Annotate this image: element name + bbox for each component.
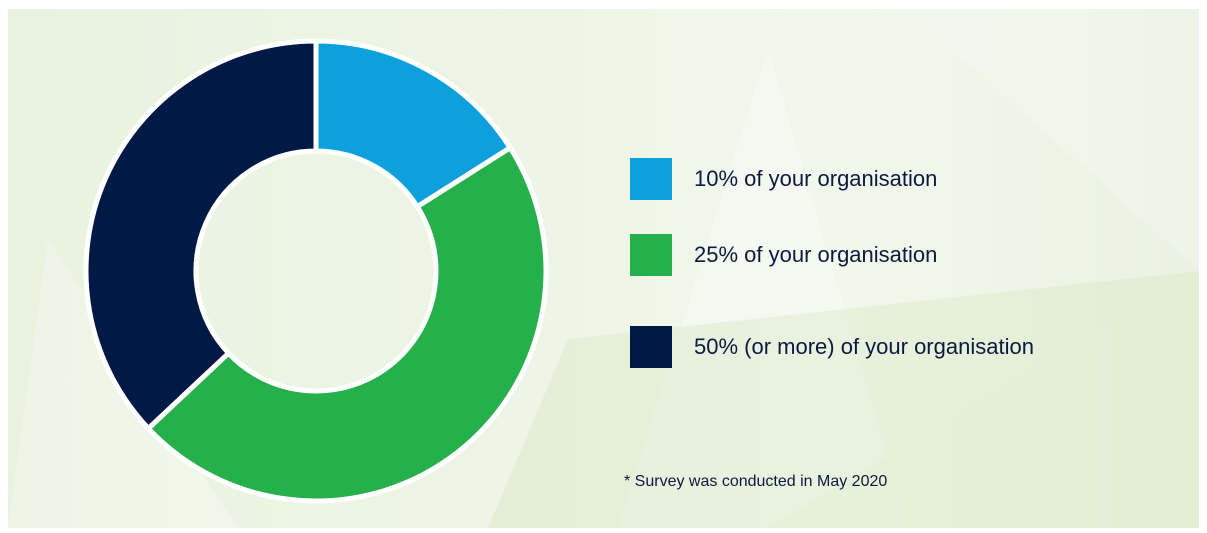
donut-chart <box>83 38 549 504</box>
legend-swatch-0 <box>630 158 672 200</box>
legend-label-2: 50% (or more) of your organisation <box>694 334 1034 359</box>
legend-item: 25% of your organisation <box>630 233 937 277</box>
legend-swatch-2 <box>630 326 672 368</box>
legend-label-1: 25% of your organisation <box>694 242 938 267</box>
legend-swatch-1 <box>630 234 672 276</box>
legend-label-0: 10% of your organisation <box>694 166 938 191</box>
legend-item: 50% (or more) of your organisation <box>630 325 1034 369</box>
donut-slice-1 <box>144 144 549 504</box>
donut-slice-0 <box>313 38 514 211</box>
chart-card: 10% of your organisation 25% of your org… <box>8 9 1199 528</box>
donut-slice-2 <box>83 38 319 432</box>
background-pattern <box>8 9 1199 528</box>
legend-item: 10% of your organisation <box>630 157 937 201</box>
survey-footnote: * Survey was conducted in May 2020 <box>624 473 888 490</box>
